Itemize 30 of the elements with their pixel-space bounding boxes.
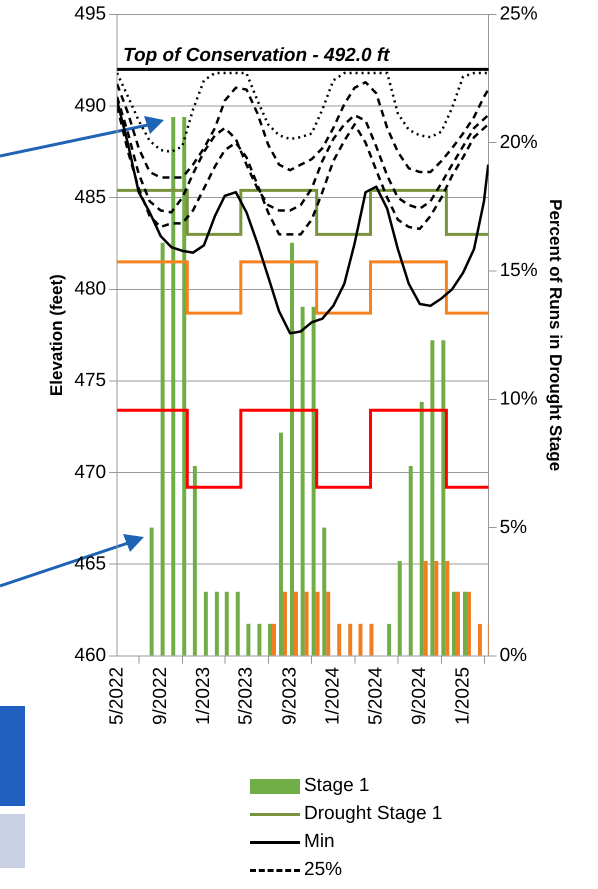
y-tick-label: 465 [74, 553, 106, 574]
y-tick-label: 480 [74, 278, 106, 300]
y2-tick-label: 15% [500, 260, 538, 282]
y2-tick-label: 5% [500, 516, 528, 538]
y2-tick-label: 10% [500, 388, 538, 410]
x-tick-label: 9/2022 [150, 666, 171, 726]
y-tick-label: 470 [74, 462, 106, 483]
y2-axis-title: Percent of Runs in Drought Stage [546, 199, 566, 472]
y-tick-label: 460 [74, 645, 106, 666]
y-tick-label: 485 [74, 186, 106, 208]
x-tick-label: 9/2024 [409, 666, 430, 726]
y2-tick-label: 25% [500, 4, 538, 25]
y2-tick-label: 0% [500, 645, 528, 666]
x-tick-label: 5/2022 [106, 666, 128, 726]
legend-label: Drought Stage 1 [304, 803, 442, 825]
legend-label: Stage 1 [304, 775, 370, 797]
y-tick-label: 475 [74, 370, 106, 392]
x-tick-label: 5/2024 [365, 666, 386, 726]
x-tick-label: 1/2025 [452, 666, 474, 726]
x-tick-label: 1/2023 [193, 666, 214, 726]
y-tick-label: 490 [74, 95, 106, 116]
x-tick-label: 1/2024 [322, 666, 344, 726]
ref-line-label: Top of Conservation - 492.0 ft [123, 45, 390, 66]
y-axis-title: Elevation (feet) [46, 274, 66, 396]
y-tick-label: 495 [74, 4, 106, 25]
x-tick-label: 9/2023 [279, 666, 300, 726]
y2-tick-label: 20% [500, 132, 538, 153]
x-tick-label: 5/2023 [236, 666, 257, 726]
legend-label: 25% [304, 859, 342, 881]
legend-label: Min [304, 831, 335, 853]
